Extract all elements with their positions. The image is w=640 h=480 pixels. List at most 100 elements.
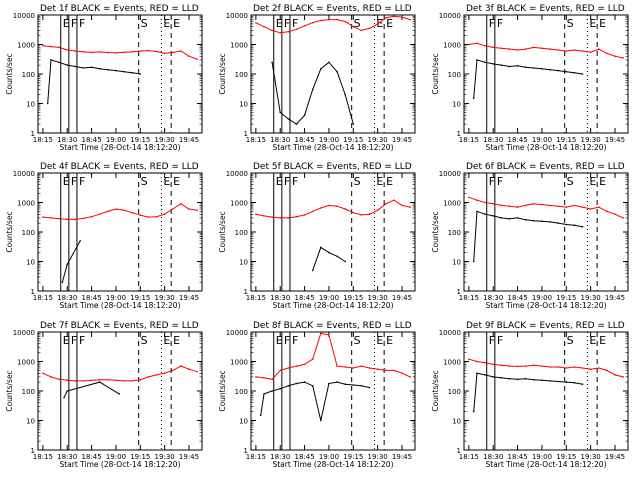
data-point-lld	[295, 365, 298, 367]
data-point-lld	[255, 213, 257, 215]
data-point-events	[328, 61, 330, 64]
marker-label: F	[489, 175, 495, 188]
data-point-lld	[541, 365, 543, 367]
panel-det-6f: Det 6f BLACK = Events, RED = LLD 1 10 100 10…	[431, 162, 629, 310]
series-lld	[468, 196, 624, 219]
y-tick-label: 10	[239, 418, 248, 426]
panel-title: Det 3f BLACK = Events, RED = LLD	[466, 4, 625, 14]
panel-title: Det 2f BLACK = Events, RED = LLD	[253, 4, 412, 14]
x-tick-label: 19:15	[343, 453, 363, 461]
x-tick-label: 18:45	[81, 136, 101, 144]
data-point-lld	[82, 217, 85, 220]
marker-label: E	[163, 17, 170, 30]
data-point-lld	[508, 205, 511, 207]
marker-label: F	[71, 17, 77, 30]
marker-label: E	[599, 334, 606, 347]
data-point-lld	[622, 57, 624, 59]
data-point-events	[524, 219, 527, 221]
series-events	[63, 381, 120, 398]
data-point-lld	[123, 380, 125, 382]
y-tick-label: 10000	[226, 170, 248, 178]
panel-det-8f: Det 8f BLACK = Events, RED = LLD 1 10 100 10…	[218, 321, 416, 469]
data-point-lld	[115, 52, 117, 54]
x-axis-label: Start Time (28-Oct-14 18:12:20)	[272, 460, 393, 469]
data-point-events	[492, 63, 495, 65]
panel-det-2f: Det 2f BLACK = Events, RED = LLD 1 10 100 10…	[218, 4, 416, 152]
y-tick-label: 100	[22, 388, 35, 396]
data-point-lld	[74, 380, 77, 382]
series-events	[473, 210, 583, 262]
data-point-lld	[385, 203, 387, 205]
data-point-lld	[376, 209, 379, 211]
y-tick-label: 1	[31, 130, 35, 138]
series-events	[473, 372, 583, 412]
data-point-lld	[541, 47, 543, 49]
data-point-lld	[573, 49, 576, 51]
data-point-lld	[614, 374, 616, 376]
marker-label: E	[276, 334, 283, 347]
data-point-events	[123, 70, 125, 73]
marker-label: F	[489, 334, 495, 347]
data-point-lld	[336, 365, 338, 367]
data-point-lld	[311, 21, 314, 24]
data-point-lld	[196, 58, 198, 60]
data-point-lld	[311, 210, 314, 213]
data-point-lld	[409, 206, 411, 208]
data-point-lld	[500, 47, 503, 49]
data-point-events	[524, 378, 527, 380]
data-point-events	[484, 213, 486, 215]
data-point-lld	[196, 209, 198, 211]
data-point-lld	[557, 49, 559, 51]
data-point-lld	[287, 367, 290, 369]
data-point-lld	[598, 48, 600, 50]
marker-label: E	[63, 334, 70, 347]
y-tick-label: 10	[452, 101, 461, 109]
data-point-events	[581, 383, 584, 386]
data-point-events	[500, 217, 503, 219]
marker-label: F	[284, 334, 290, 347]
x-tick-label: 19:00	[106, 453, 126, 461]
data-point-lld	[581, 50, 584, 52]
data-point-events	[565, 381, 568, 383]
y-tick-label: 1	[244, 288, 248, 296]
data-point-lld	[163, 52, 166, 55]
marker-label: S	[567, 17, 574, 30]
x-tick-label: 19:30	[581, 294, 601, 302]
data-point-lld	[90, 379, 93, 382]
data-point-events	[533, 67, 535, 69]
x-tick-label: 19:30	[368, 136, 388, 144]
data-point-lld	[263, 215, 265, 217]
data-point-events	[500, 377, 503, 379]
y-tick-label: 100	[448, 229, 461, 237]
data-point-events	[66, 390, 68, 392]
data-point-events	[295, 382, 298, 385]
x-axis-label: Start Time (28-Oct-14 18:12:20)	[485, 301, 606, 310]
x-tick-label: 19:45	[179, 136, 199, 144]
data-point-events	[107, 68, 109, 71]
x-axis-label: Start Time (28-Oct-14 18:12:20)	[59, 143, 180, 152]
data-point-events	[98, 381, 101, 383]
data-point-events	[368, 386, 371, 389]
data-point-lld	[155, 215, 158, 218]
x-axis-label: Start Time (28-Oct-14 18:12:20)	[272, 301, 393, 310]
plot-frame	[250, 172, 416, 292]
data-point-lld	[606, 369, 608, 372]
data-point-lld	[401, 16, 403, 18]
data-point-lld	[484, 201, 486, 204]
x-tick-label: 19:45	[605, 453, 625, 461]
data-point-lld	[368, 213, 371, 215]
data-point-events	[557, 222, 559, 224]
data-point-lld	[188, 208, 190, 210]
panel-det-1f: Det 1f BLACK = Events, RED = LLD 1 10 100 10…	[5, 4, 203, 152]
plot-frame	[463, 14, 629, 134]
data-point-lld	[58, 46, 60, 49]
data-point-lld	[606, 52, 608, 55]
data-point-events	[549, 221, 551, 223]
data-point-lld	[196, 370, 198, 373]
data-point-lld	[549, 204, 551, 207]
y-tick-label: 1	[31, 288, 35, 296]
marker-label: F	[71, 175, 77, 188]
data-point-lld	[303, 363, 306, 366]
data-point-lld	[172, 369, 174, 372]
x-tick-label: 19:15	[343, 294, 363, 302]
